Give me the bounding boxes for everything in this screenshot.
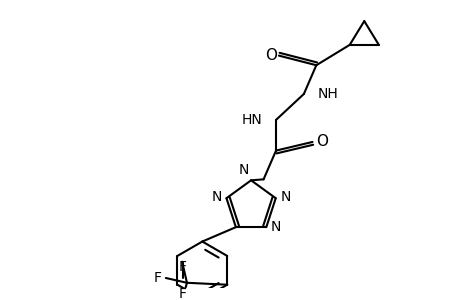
Text: F: F	[153, 271, 161, 285]
Text: HN: HN	[241, 113, 262, 127]
Text: O: O	[265, 48, 277, 63]
Text: O: O	[315, 134, 327, 149]
Text: F: F	[178, 287, 186, 300]
Text: N: N	[238, 164, 249, 177]
Text: F: F	[178, 260, 186, 274]
Text: N: N	[211, 190, 221, 204]
Text: NH: NH	[317, 87, 337, 101]
Text: N: N	[270, 220, 281, 234]
Text: N: N	[280, 190, 290, 204]
